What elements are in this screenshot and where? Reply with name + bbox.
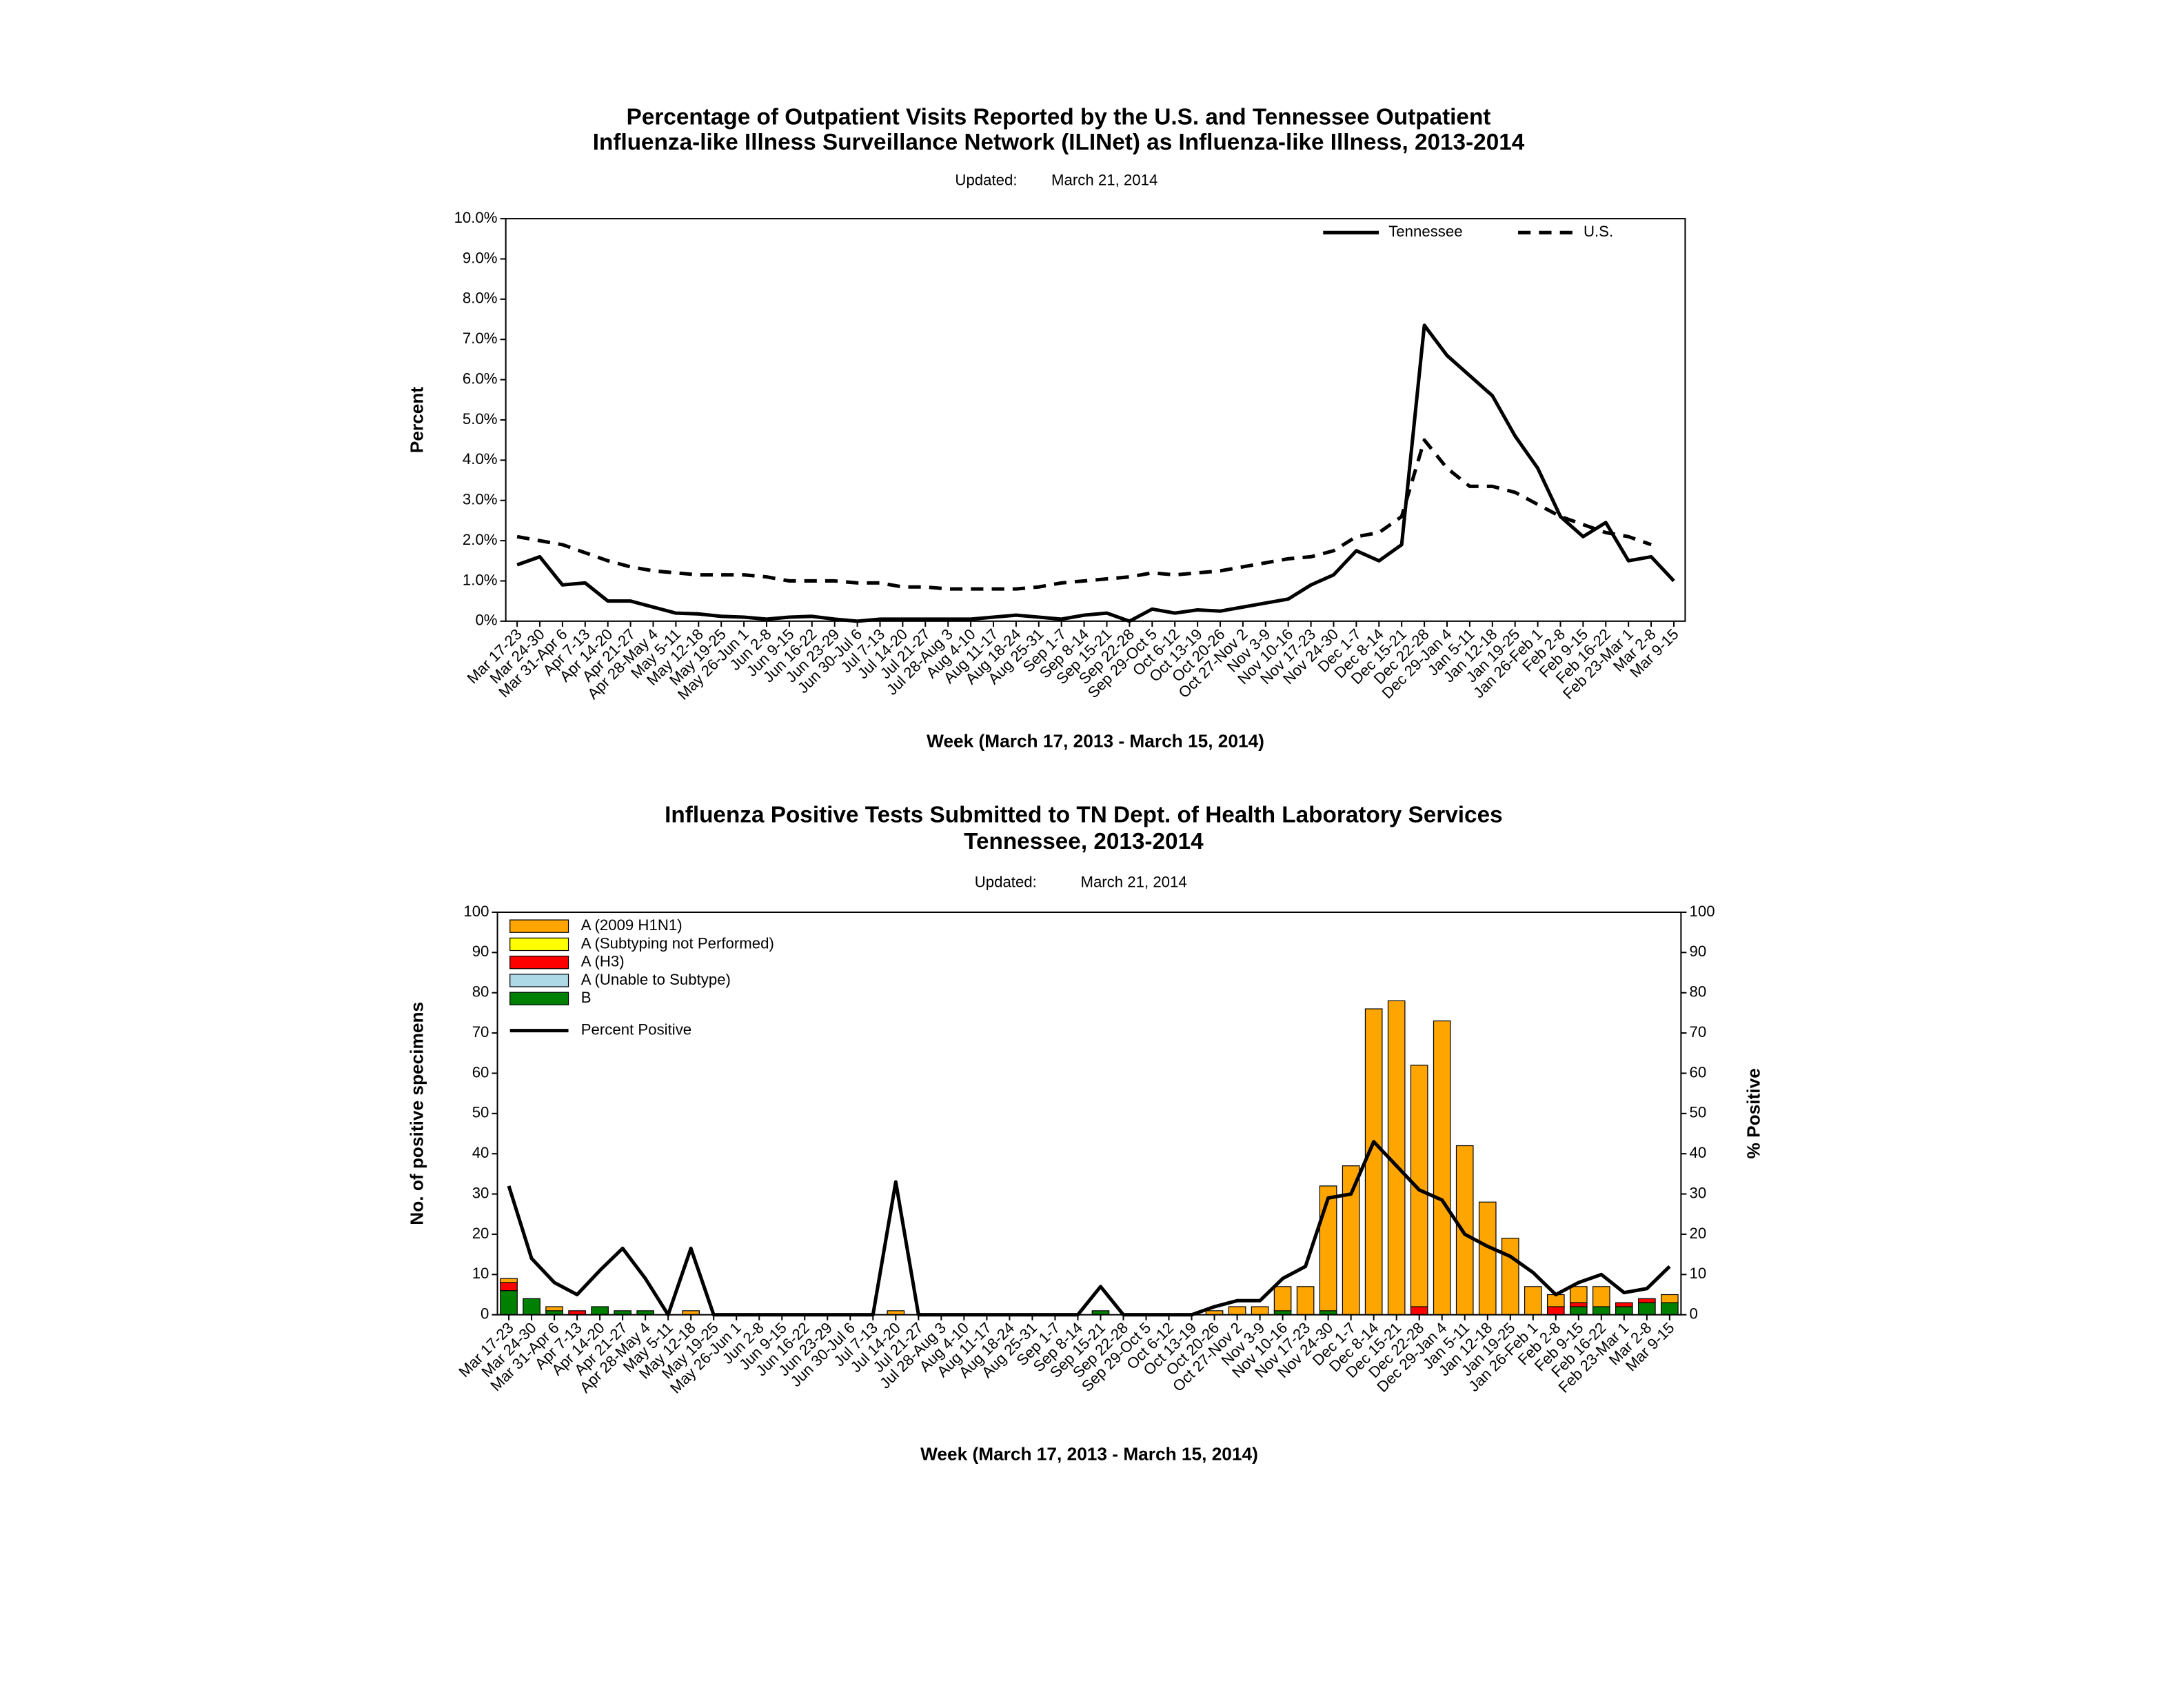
legend-label: Percent Positive bbox=[581, 1021, 691, 1038]
legend-label: A (H3) bbox=[581, 953, 625, 970]
bar-segment bbox=[1433, 1020, 1451, 1316]
y2-tick-label: 40 bbox=[1689, 1144, 1706, 1161]
plot-frame bbox=[496, 911, 1682, 1316]
y-tick-label: 50 bbox=[472, 1104, 489, 1121]
y2-tick-label: 30 bbox=[1689, 1184, 1706, 1201]
bar-segment bbox=[1661, 1302, 1679, 1316]
y2-tick-label: 50 bbox=[1689, 1104, 1706, 1121]
bar-segment bbox=[500, 1282, 518, 1292]
y2-axis-title: % Positive bbox=[1743, 1068, 1763, 1158]
y-tick-label: 0% bbox=[475, 612, 497, 629]
bar-segment bbox=[1569, 1302, 1588, 1307]
y-tick-label: 1.0% bbox=[463, 571, 498, 588]
y2-tick-label: 90 bbox=[1689, 943, 1706, 960]
updated-date: March 21, 2014 bbox=[1051, 171, 1157, 188]
legend-label: B bbox=[581, 989, 592, 1006]
y-tick-label: 10 bbox=[472, 1265, 489, 1282]
bar-segment bbox=[1592, 1306, 1610, 1316]
bar-segment bbox=[1228, 1306, 1246, 1316]
y-tick-label: 8.0% bbox=[463, 290, 498, 307]
y-tick-label: 2.0% bbox=[463, 531, 498, 548]
y-tick-label: 80 bbox=[472, 983, 489, 1001]
y-axis-title: Percent bbox=[406, 387, 427, 454]
bar-segment bbox=[1638, 1302, 1656, 1316]
plot-frame bbox=[505, 218, 1686, 622]
x-axis-title: Week (March 17, 2013 - March 15, 2014) bbox=[920, 1444, 1258, 1465]
bar-segment bbox=[1273, 1286, 1292, 1312]
bar-segment bbox=[1546, 1306, 1565, 1316]
bar-segment bbox=[1364, 1008, 1383, 1316]
chart-title: Influenza-like Illness Surveillance Netw… bbox=[593, 130, 1525, 155]
bar-segment bbox=[1501, 1238, 1519, 1316]
legend-swatch bbox=[509, 992, 569, 1005]
y-tick-label: 40 bbox=[472, 1144, 489, 1161]
y2-tick-label: 0 bbox=[1689, 1305, 1697, 1323]
bar-segment bbox=[500, 1290, 518, 1316]
y2-tick-label: 60 bbox=[1689, 1063, 1706, 1081]
y-tick-label: 20 bbox=[472, 1225, 489, 1242]
y-tick-label: 100 bbox=[463, 903, 489, 920]
x-axis-title: Week (March 17, 2013 - March 15, 2014) bbox=[927, 730, 1264, 751]
bar-segment bbox=[1251, 1306, 1269, 1316]
bar-segment bbox=[591, 1306, 609, 1316]
y2-tick-label: 70 bbox=[1689, 1023, 1706, 1041]
y-tick-label: 7.0% bbox=[463, 330, 498, 347]
updated-label: Updated: bbox=[955, 171, 1017, 188]
bar-segment bbox=[1478, 1201, 1497, 1316]
legend-label: A (Unable to Subtype) bbox=[581, 971, 731, 988]
bar-segment bbox=[1615, 1302, 1633, 1307]
y-tick-label: 5.0% bbox=[463, 410, 498, 428]
y-tick-label: 6.0% bbox=[463, 370, 498, 387]
legend-swatch bbox=[509, 974, 569, 987]
bar-segment bbox=[1319, 1185, 1337, 1312]
data-line bbox=[507, 1140, 1671, 1317]
y-tick-label: 4.0% bbox=[463, 450, 498, 468]
bar-segment bbox=[1524, 1286, 1542, 1316]
y-axis-title: No. of positive specimens bbox=[406, 1002, 427, 1225]
bar-segment bbox=[1455, 1145, 1474, 1316]
bar-segment bbox=[1615, 1306, 1633, 1316]
chart-title: Influenza Positive Tests Submitted to TN… bbox=[665, 802, 1503, 827]
bar-segment bbox=[1546, 1294, 1565, 1307]
y2-tick-label: 10 bbox=[1689, 1265, 1706, 1282]
bar-segment bbox=[1592, 1286, 1610, 1307]
legend-swatch bbox=[509, 919, 569, 933]
bar-segment bbox=[1296, 1286, 1315, 1316]
bar-segment bbox=[1569, 1306, 1588, 1316]
y-tick-label: 30 bbox=[472, 1184, 489, 1201]
y-tick-label: 90 bbox=[472, 943, 489, 960]
legend-label: A (Subtyping not Performed) bbox=[581, 934, 774, 952]
y-tick-label: 3.0% bbox=[463, 491, 498, 508]
chart-title: Percentage of Outpatient Visits Reported… bbox=[627, 104, 1491, 130]
bar-segment bbox=[1661, 1294, 1679, 1303]
updated-label: Updated: bbox=[975, 873, 1037, 890]
bar-segment bbox=[1342, 1165, 1360, 1316]
legend-swatch bbox=[509, 955, 569, 969]
chart-title: Tennessee, 2013-2014 bbox=[964, 829, 1204, 854]
bar-segment bbox=[1410, 1306, 1428, 1316]
data-line bbox=[516, 438, 1652, 591]
y-tick-label: 10.0% bbox=[454, 209, 498, 226]
y2-tick-label: 20 bbox=[1689, 1225, 1706, 1242]
y-tick-label: 70 bbox=[472, 1023, 489, 1041]
y-tick-label: 60 bbox=[472, 1063, 489, 1081]
bar-segment bbox=[545, 1306, 563, 1312]
legend-label: Tennessee bbox=[1388, 223, 1462, 240]
y-tick-label: 0 bbox=[481, 1305, 489, 1323]
data-line bbox=[516, 323, 1675, 623]
bar-segment bbox=[523, 1298, 540, 1316]
updated-date: March 21, 2014 bbox=[1080, 873, 1186, 890]
y-tick-label: 9.0% bbox=[463, 249, 498, 266]
legend-label: A (2009 H1N1) bbox=[581, 916, 682, 934]
legend-swatch bbox=[509, 937, 569, 952]
y2-tick-label: 80 bbox=[1689, 983, 1706, 1001]
bar-segment bbox=[500, 1278, 518, 1283]
y2-tick-label: 100 bbox=[1689, 903, 1715, 920]
bar-segment bbox=[1569, 1286, 1588, 1303]
bar-segment bbox=[1638, 1298, 1656, 1303]
legend-label: U.S. bbox=[1584, 223, 1613, 240]
